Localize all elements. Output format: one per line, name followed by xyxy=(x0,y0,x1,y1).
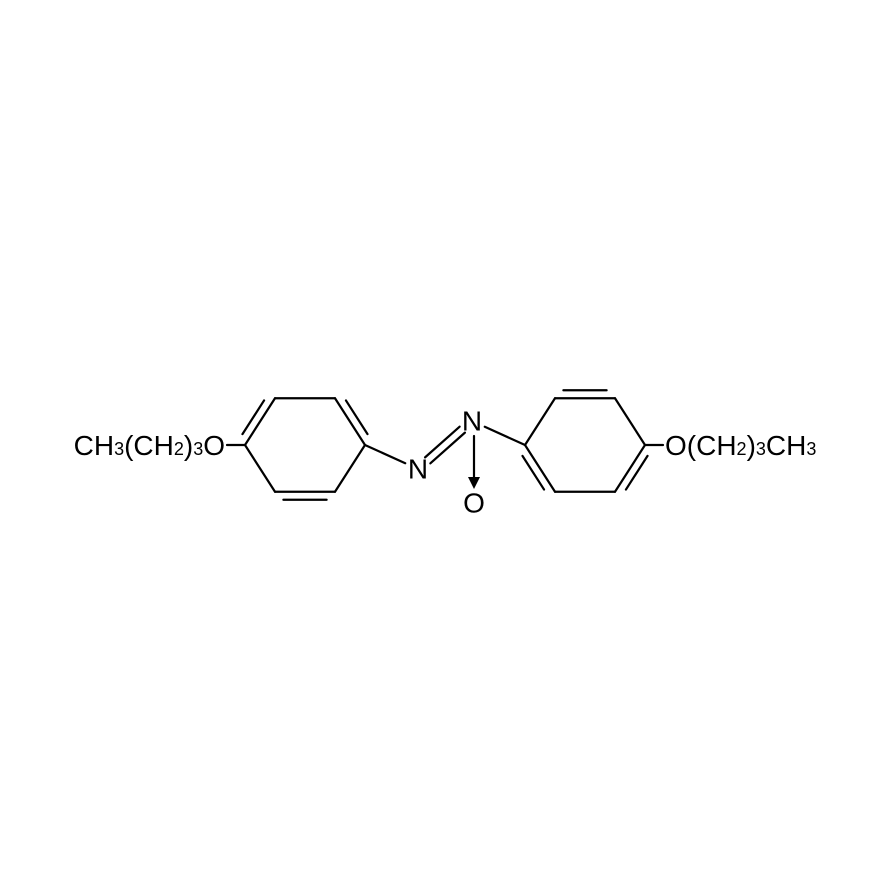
svg-text:CH3(CH2)3O: CH3(CH2)3O xyxy=(74,430,225,461)
chemical-structure-diagram: CH3(CH2)3O O(CH2)3CH3 N N O xyxy=(0,0,890,890)
svg-text:O(CH2)3CH3: O(CH2)3CH3 xyxy=(665,430,816,461)
svg-text:O: O xyxy=(463,488,485,519)
svg-text:N: N xyxy=(462,406,482,437)
svg-text:N: N xyxy=(408,454,428,485)
